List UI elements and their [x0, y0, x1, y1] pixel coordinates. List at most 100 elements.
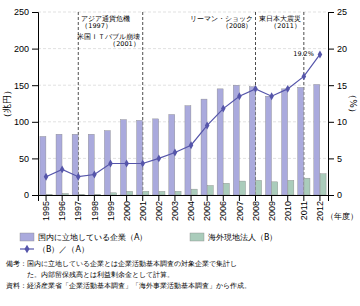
marker — [285, 85, 290, 93]
marker — [92, 171, 97, 179]
tick-mark — [62, 195, 63, 201]
tick-mark — [174, 195, 175, 201]
bar — [137, 120, 143, 195]
grid — [38, 12, 328, 195]
bar — [72, 134, 78, 195]
tick-mark — [191, 195, 192, 201]
tick: 150 — [14, 81, 38, 91]
tick-label: 15 — [337, 81, 347, 91]
tick: 1998 — [90, 195, 100, 221]
marker — [173, 149, 178, 157]
tick-mark — [319, 195, 320, 201]
tick-mark — [32, 85, 38, 86]
tick: 15 — [328, 81, 347, 91]
tick-mark — [328, 158, 334, 159]
bar — [62, 194, 68, 195]
marker — [302, 72, 307, 80]
tick: 2007 — [235, 195, 245, 221]
annotation: リーマン・ショック（2008） — [190, 15, 253, 30]
bar-series — [40, 84, 320, 195]
tick-label: 10 — [337, 117, 347, 127]
tick-mark — [271, 195, 272, 201]
tick: 1995 — [41, 195, 51, 221]
tick-mark — [32, 158, 38, 159]
legend: 国内に立地している企業（A）海外現地法人（B）（B）／（A） — [20, 233, 278, 254]
tick-mark — [32, 49, 38, 50]
marker — [124, 160, 129, 168]
annotation: 東日本大震災（2011） — [259, 15, 301, 30]
bar — [233, 85, 239, 195]
tick: 2001 — [138, 195, 148, 221]
bar — [272, 182, 278, 195]
tick-label: 1995 — [41, 201, 51, 221]
tick: 100 — [14, 117, 38, 127]
event-lines — [78, 12, 304, 195]
tick: 250 — [14, 7, 38, 17]
tick-label: 2009 — [267, 201, 277, 221]
bar — [185, 106, 191, 195]
bar — [265, 96, 271, 195]
notes: 備考：国内に立地している企業とは企業活動基本調査の対象企業で集計し た。内部留保… — [6, 260, 251, 290]
tick: 1996 — [57, 195, 67, 221]
bar — [298, 87, 304, 195]
annotation: 米国ＩＴバブル崩壊（2001） — [77, 33, 140, 48]
tick-mark — [142, 195, 143, 201]
tick: 0 — [328, 190, 342, 200]
tick-label: 25 — [337, 7, 347, 17]
tick-label: 1999 — [106, 201, 116, 221]
grid-line — [38, 85, 328, 86]
tick-mark — [328, 12, 334, 13]
tick: 1997 — [73, 195, 83, 221]
annotation: 19.2% — [293, 50, 314, 58]
bar — [120, 120, 126, 195]
legend-label: 海外現地法人（B） — [208, 233, 278, 242]
tick: 25 — [328, 7, 347, 17]
tick-mark — [158, 195, 159, 201]
legend-item: （B）／（A） — [20, 245, 89, 254]
bar — [320, 174, 326, 195]
tick-label: 2004 — [186, 201, 196, 221]
tick-mark — [223, 195, 224, 201]
legend-item: 海外現地法人（B） — [190, 233, 278, 242]
marker — [60, 165, 65, 173]
marker — [253, 85, 258, 93]
grid-line — [38, 12, 328, 13]
marker — [269, 92, 274, 100]
marker — [140, 160, 145, 168]
note: た。内部留保残高とは利益剰余金として計算。 — [6, 271, 174, 279]
tick-label: 2002 — [154, 201, 164, 221]
bar — [40, 136, 46, 195]
tick: 200 — [14, 44, 38, 54]
axis-title: （%） — [348, 90, 358, 117]
tick-label: 250 — [14, 7, 29, 17]
axis-line — [32, 13, 39, 196]
tick-label: 2008 — [251, 201, 261, 221]
marker — [44, 173, 49, 181]
bar — [56, 134, 62, 195]
tick-label: 2007 — [235, 201, 245, 221]
bar — [207, 185, 213, 195]
tick-mark — [46, 195, 47, 201]
bar — [191, 189, 197, 195]
tick: 2003 — [170, 195, 180, 221]
annotations: 19.2%アジア通貨危機（1997）米国ＩＴバブル崩壊（2001）リーマン・ショ… — [77, 15, 314, 59]
marker — [205, 122, 210, 130]
axis-title: （兆円） — [2, 86, 12, 122]
tick-mark — [32, 12, 38, 13]
marker — [108, 160, 113, 168]
tick: 2009 — [267, 195, 277, 221]
legend-label: （B）／（A） — [38, 245, 89, 254]
bar — [304, 178, 310, 195]
tick-label: 200 — [14, 44, 29, 54]
bar — [159, 191, 165, 195]
tick: 20 — [328, 44, 347, 54]
bar — [217, 89, 223, 195]
tick-mark — [207, 195, 208, 201]
tick: 10 — [328, 117, 347, 127]
bar — [127, 191, 133, 195]
tick-label: 100 — [14, 117, 29, 127]
tick-mark — [255, 195, 256, 201]
bar — [175, 191, 181, 195]
tick-label: 2012 — [315, 201, 325, 221]
tick-label: 5 — [337, 154, 342, 164]
